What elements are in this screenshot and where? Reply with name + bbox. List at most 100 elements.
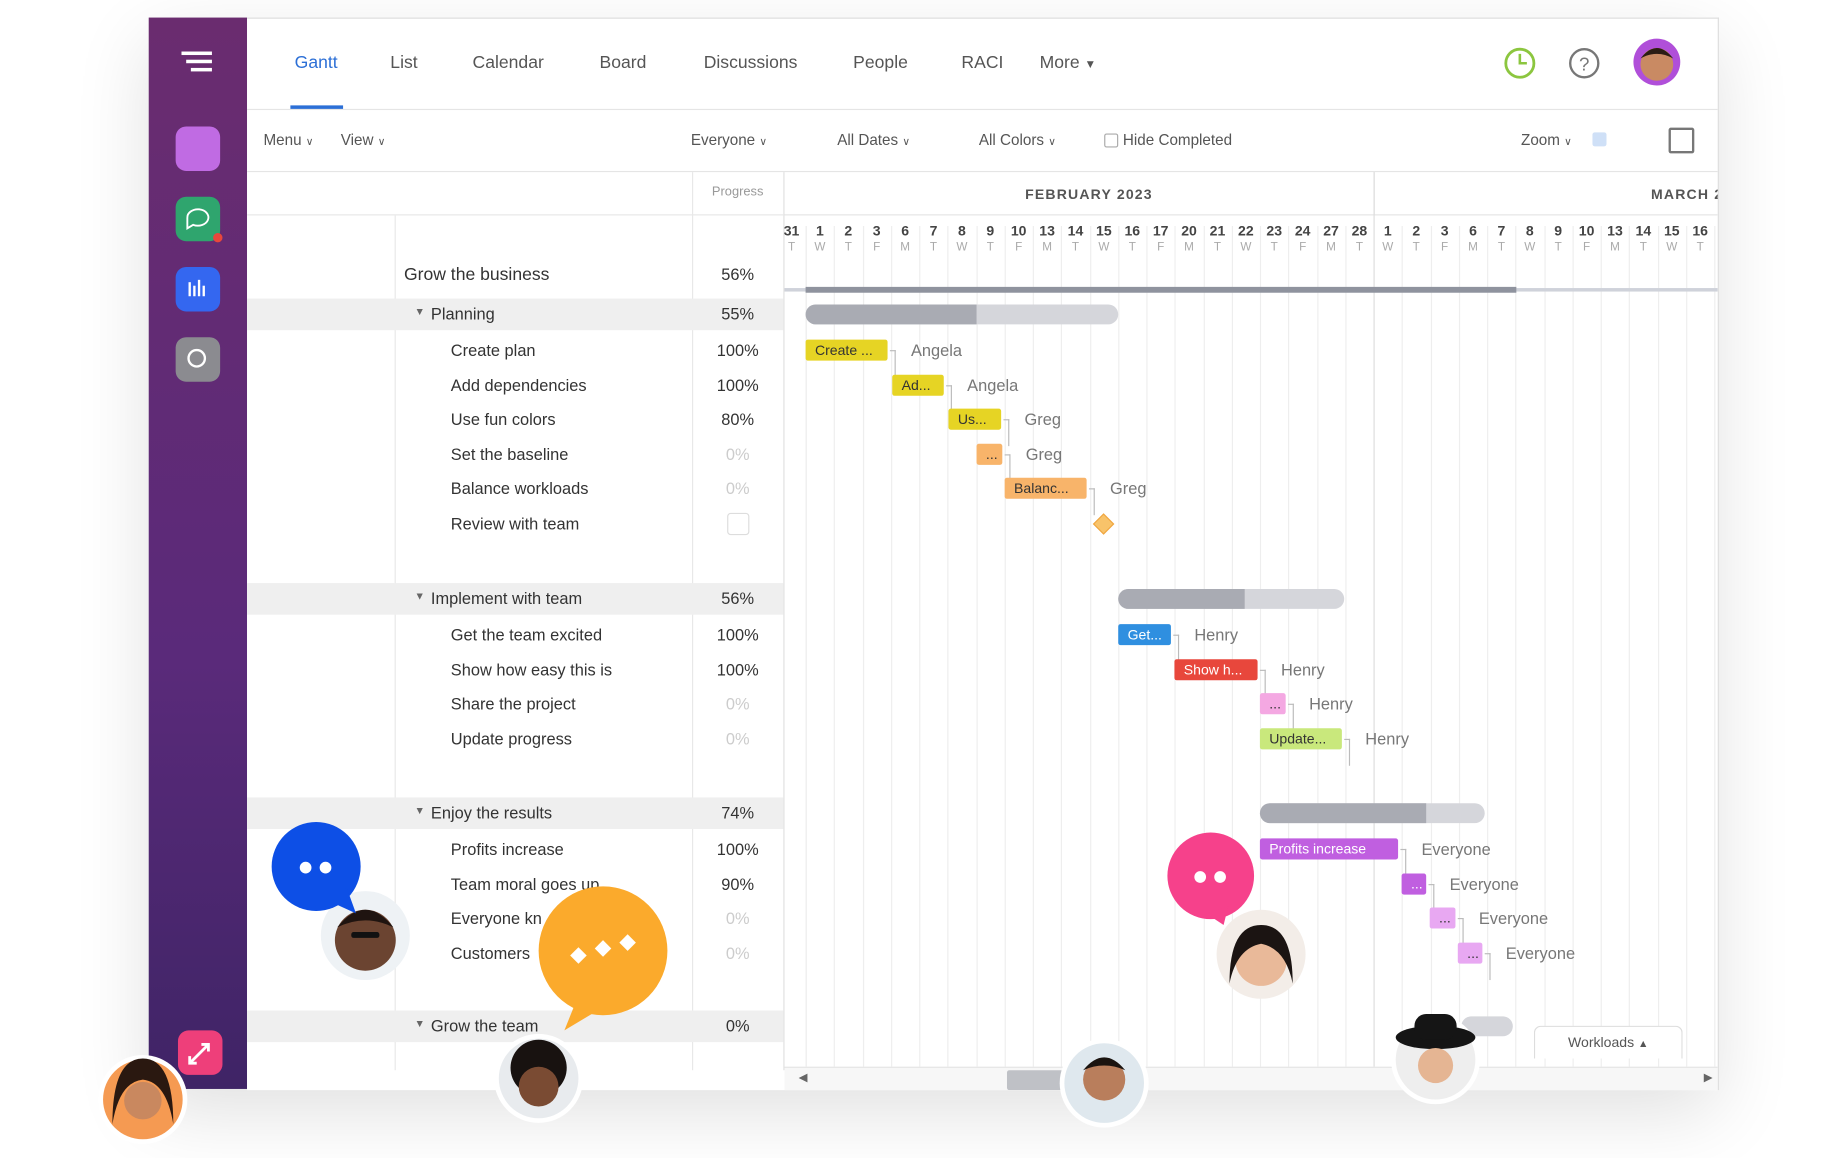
grid-line — [1657, 225, 1659, 1071]
weekday-label: T — [1497, 241, 1505, 255]
tab[interactable]: Calendar — [472, 52, 544, 73]
day-label: 22 — [1238, 222, 1254, 239]
me-label: Me — [185, 138, 211, 159]
view-button[interactable]: View ∨ — [340, 131, 386, 149]
weekday-label: W — [1382, 241, 1394, 255]
weekday-label: F — [1441, 241, 1449, 255]
workloads-tab[interactable]: Workloads ▲ — [1533, 1025, 1683, 1059]
day-label: 28 — [1351, 222, 1368, 239]
task-progress: 0% — [725, 694, 750, 714]
tab[interactable]: More ▼ — [1039, 52, 1097, 73]
tab[interactable]: People — [853, 52, 908, 73]
filter[interactable]: Everyone ∨ — [690, 131, 768, 149]
group-name[interactable]: ▼ Grow the team — [414, 1016, 539, 1036]
weekday-label: T — [787, 241, 796, 255]
filter[interactable]: All Dates ∨ — [837, 131, 911, 149]
task-bar[interactable]: Update... — [1259, 728, 1342, 750]
month-label: FEBRUARY 2023 — [1025, 186, 1153, 203]
task-bar[interactable]: Show h... — [1174, 658, 1258, 680]
task-bar[interactable]: ... — [1429, 907, 1456, 929]
day-label: 24 — [1294, 222, 1311, 239]
dependency-line — [1400, 848, 1407, 876]
dependency-line — [1288, 703, 1294, 731]
weekday-label: T — [1412, 241, 1420, 255]
task-bar[interactable]: Balanc... — [1004, 478, 1087, 500]
scroll-thumb[interactable] — [1006, 1070, 1064, 1091]
grid-line — [1032, 225, 1035, 1071]
progress-header: Progress — [711, 185, 764, 200]
summary-bar-progress — [1259, 803, 1427, 824]
task-name[interactable]: Review with team — [450, 514, 580, 533]
scroll-right[interactable]: ▶ — [1703, 1071, 1713, 1085]
column-line — [394, 215, 396, 1071]
sidebar — [148, 17, 248, 1089]
group-name[interactable]: ▼ Implement with team — [414, 588, 583, 608]
task-name[interactable]: Everyone kn — [450, 908, 542, 928]
menu-button[interactable]: Menu ∨ — [263, 131, 314, 149]
dependency-line — [946, 384, 952, 412]
task-name[interactable]: Use fun colors — [450, 410, 556, 429]
task-progress: 100% — [716, 839, 759, 859]
task-bar[interactable]: ... — [1457, 942, 1483, 964]
toolbar-border — [247, 170, 1718, 173]
panel-content: Gantt List Calendar Board Discussions People R… — [247, 19, 1718, 1091]
task-name[interactable]: Update progress — [450, 729, 573, 748]
summary-bar-progress — [805, 304, 977, 325]
column-line — [783, 172, 785, 1071]
assignee: Henry — [1194, 625, 1239, 645]
tab[interactable]: RACI — [961, 52, 1004, 73]
hide-completed-label[interactable]: Hide Completed — [1122, 131, 1233, 149]
task-progress: 100% — [716, 659, 759, 679]
tab[interactable]: List — [390, 52, 418, 73]
scroll-left[interactable]: ◀ — [798, 1071, 808, 1085]
task-progress: 0% — [725, 943, 750, 963]
weekday-label: M — [1610, 241, 1620, 255]
task-name[interactable]: Profits increase — [450, 839, 564, 859]
day-label: 6 — [1469, 222, 1477, 239]
task-bar[interactable]: Create ... — [805, 339, 888, 361]
day-label: 13 — [1607, 222, 1623, 239]
filter[interactable]: All Colors ∨ — [978, 131, 1056, 149]
weekday-label: T — [1355, 241, 1364, 255]
task-name[interactable]: Customers — [450, 943, 531, 963]
task-name[interactable]: Team moral goes up — [450, 874, 600, 893]
color-swatch[interactable] — [1592, 132, 1607, 147]
grid-line — [1118, 225, 1120, 1071]
group-name[interactable]: ▼ Enjoy the results — [414, 803, 553, 822]
task-checkbox[interactable] — [727, 512, 750, 536]
day-label: 20 — [1181, 222, 1197, 239]
tab[interactable]: Discussions — [703, 52, 798, 73]
export-button[interactable] — [1668, 127, 1695, 154]
task-name[interactable]: Get the team excited — [450, 625, 603, 645]
task-bar[interactable]: Profits increase — [1259, 838, 1399, 860]
task-progress: 0% — [725, 479, 750, 499]
grid-line — [1345, 225, 1347, 1071]
tab[interactable]: Gantt — [294, 52, 338, 73]
task-progress: 100% — [716, 340, 759, 360]
task-bar[interactable]: ... — [1259, 693, 1286, 715]
grid-line — [1572, 225, 1574, 1071]
task-name[interactable]: Create plan — [450, 340, 536, 360]
task-name[interactable]: Set the baseline — [450, 444, 569, 464]
task-name[interactable]: Show how easy this is — [450, 659, 613, 679]
task-bar[interactable]: ... — [1401, 873, 1427, 895]
zoom-button[interactable]: Zoom ∨ — [1521, 131, 1572, 149]
task-bar[interactable]: ... — [976, 443, 1003, 465]
tab[interactable]: Board — [599, 52, 647, 73]
milestone[interactable] — [1092, 513, 1115, 535]
grid-line — [1685, 225, 1688, 1071]
assignee: Greg — [1024, 410, 1061, 429]
task-name[interactable]: Share the project — [450, 694, 576, 714]
task-bar[interactable]: Us... — [948, 408, 1002, 430]
task-name[interactable]: Balance workloads — [450, 479, 589, 499]
task-bar[interactable]: Get... — [1118, 624, 1171, 646]
hide-completed-checkbox[interactable] — [1104, 133, 1119, 148]
group-name[interactable]: ▼ Planning — [414, 304, 495, 324]
weekday-label: T — [1270, 241, 1278, 255]
dependency-line — [1173, 634, 1180, 662]
dependency-line — [1428, 883, 1435, 911]
task-name[interactable]: Add dependencies — [450, 375, 587, 395]
weekday-label: F — [873, 241, 881, 255]
task-progress: 0% — [725, 444, 750, 464]
task-bar[interactable]: Ad... — [892, 374, 944, 396]
